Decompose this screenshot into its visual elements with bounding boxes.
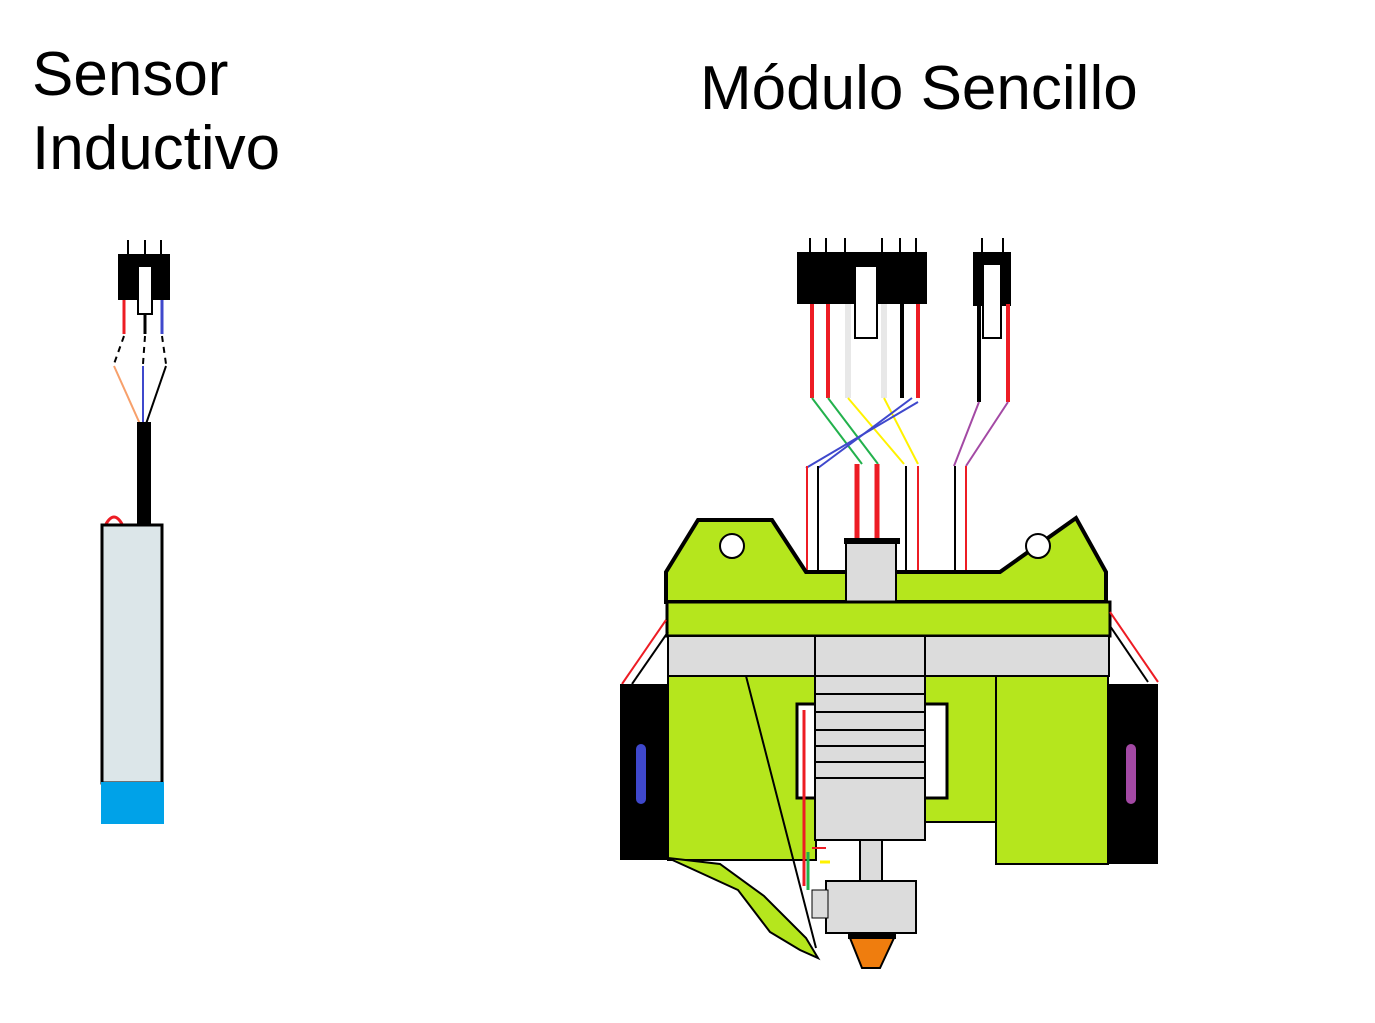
crossover-wires xyxy=(805,397,1009,469)
mount-hole-right xyxy=(1025,533,1051,559)
inductive-sensor-group xyxy=(100,240,170,824)
fan-side-wires xyxy=(621,611,1159,685)
2-pin-connector-icon xyxy=(973,252,1011,339)
fan-connector-wires xyxy=(977,304,1010,402)
sensor-title: Sensor Inductivo xyxy=(32,40,281,183)
main-connector-pins xyxy=(809,238,917,254)
filament-inlet xyxy=(844,538,900,603)
carriage-right-block xyxy=(995,675,1109,865)
sensor-cable xyxy=(137,422,151,528)
fan-blower-icon xyxy=(620,684,668,860)
module-feed-wires xyxy=(806,464,967,572)
3-pin-connector-icon xyxy=(118,254,170,315)
hotend-icon xyxy=(811,635,926,969)
sensor-wire-orange xyxy=(113,365,141,425)
main-connector-wires xyxy=(810,304,920,398)
module-group xyxy=(620,238,1159,969)
mount-hole-left xyxy=(719,533,745,559)
fan-duct xyxy=(667,675,821,961)
inductive-probe-icon xyxy=(100,523,164,824)
sensor-wire-black-2 xyxy=(145,365,167,425)
sensor-connector-pins xyxy=(127,240,162,256)
sensor-wire-splice xyxy=(113,335,167,365)
6-pin-connector-icon xyxy=(797,252,927,339)
hotend-wires xyxy=(802,710,830,890)
carriage-mid-plate xyxy=(665,600,1112,638)
module-title: Módulo Sencillo xyxy=(700,54,1138,123)
fan-blower-icon-right xyxy=(1108,684,1158,864)
sensor-mount-tab xyxy=(104,515,124,525)
fan-connector-pins xyxy=(981,238,1004,254)
